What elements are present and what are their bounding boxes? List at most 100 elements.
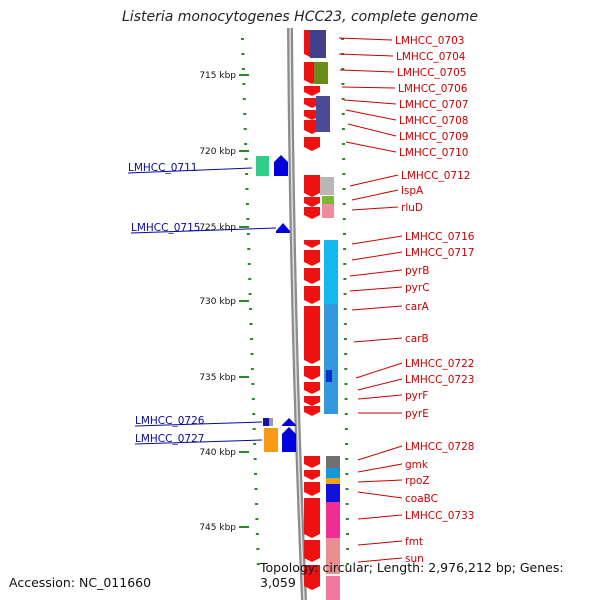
scale-dot xyxy=(245,203,249,205)
scale-dot xyxy=(254,473,258,475)
scale-dot xyxy=(341,83,345,85)
scale-dot xyxy=(341,113,345,115)
scale-dot xyxy=(344,398,348,400)
gene-annotation-block xyxy=(326,468,340,478)
scale-dot xyxy=(250,368,254,370)
scale-dot xyxy=(253,458,257,460)
scale-dot xyxy=(241,38,244,40)
scale-dot xyxy=(256,563,260,565)
scale-dot xyxy=(341,128,345,130)
forward-gene-arrow xyxy=(304,286,320,304)
gene-annotation-block xyxy=(314,62,328,84)
scale-dot xyxy=(251,383,255,385)
forward-gene-arrow xyxy=(304,406,320,416)
scale-dot xyxy=(342,233,346,235)
gene-label-right: LMHCC_0723 xyxy=(405,374,474,386)
gene-label-right: gmk xyxy=(405,459,429,471)
gene-annotation-block xyxy=(326,456,340,468)
scale-tick-label: 740 kbp xyxy=(199,448,236,458)
scale-dot xyxy=(345,488,349,490)
gene-label-right: LMHCC_0728 xyxy=(405,441,474,453)
reverse-gene-block xyxy=(264,428,278,452)
gene-label-right: LMHCC_0722 xyxy=(405,358,474,370)
scale-dot xyxy=(244,158,248,160)
leader-line xyxy=(357,557,403,563)
leader-line xyxy=(357,394,403,400)
leader-line xyxy=(345,109,397,121)
leader-line xyxy=(345,141,397,153)
gene-label-right: LMHCC_0706 xyxy=(398,83,468,95)
scale-dot xyxy=(243,113,247,115)
leader-line xyxy=(351,189,399,201)
leader-line xyxy=(338,37,393,41)
leader-line xyxy=(338,53,394,57)
forward-gene-arrow xyxy=(304,268,320,284)
reverse-gene-arrow xyxy=(282,418,296,426)
gene-label-right: sun xyxy=(405,553,424,565)
scale-dot xyxy=(242,83,246,85)
scale-dot xyxy=(241,68,245,70)
scale-dot xyxy=(345,443,349,445)
gene-annotation-block xyxy=(316,96,330,132)
scale-dot xyxy=(248,293,252,295)
scale-dot xyxy=(246,233,250,235)
scale-dot xyxy=(244,143,248,145)
leader-line-left xyxy=(134,421,263,427)
leader-line xyxy=(355,362,403,379)
gene-annotation-block xyxy=(322,204,334,218)
gene-label-right: rpoZ xyxy=(405,475,430,487)
scale-dot xyxy=(343,323,347,325)
gene-annotation-block xyxy=(326,484,340,502)
gene-annotation-block xyxy=(320,177,334,195)
leader-line xyxy=(349,286,403,292)
gene-label-right: LMHCC_0707 xyxy=(399,99,468,111)
gene-annotation-block xyxy=(326,538,340,574)
topology-text: Topology: circular; Length: 2,976,212 bp… xyxy=(260,560,564,590)
scale-dot xyxy=(342,218,346,220)
gene-label-right: LMHCC_0708 xyxy=(399,115,468,127)
gene-label-right: lspA xyxy=(401,185,424,197)
leader-line xyxy=(341,86,396,89)
scale-dot xyxy=(342,203,346,205)
gene-label-right: LMHCC_0709 xyxy=(399,131,468,143)
leader-line xyxy=(357,378,403,391)
genome-backbone-highlight xyxy=(289,27,305,600)
forward-gene-arrow xyxy=(304,456,320,468)
leader-line xyxy=(357,540,403,546)
leader-line xyxy=(357,445,403,461)
scale-dot xyxy=(254,488,258,490)
leader-line xyxy=(351,251,403,261)
scale-dot xyxy=(255,533,259,535)
forward-gene-arrow xyxy=(304,565,320,590)
scale-tick-label: 735 kbp xyxy=(199,373,236,383)
scale-dot xyxy=(247,248,251,250)
forward-gene-arrow xyxy=(304,86,320,96)
scale-dot xyxy=(245,173,249,175)
gene-annotation-block xyxy=(326,478,340,484)
gene-label-right: fmt xyxy=(405,536,423,548)
scale-dot xyxy=(344,353,348,355)
scale-dot xyxy=(344,338,347,340)
scale-dot xyxy=(344,428,348,430)
scale-dot xyxy=(341,98,345,100)
scale-tick-label: 745 kbp xyxy=(199,523,236,533)
scale-dot xyxy=(245,188,249,190)
scale-tick-label: 730 kbp xyxy=(199,297,236,307)
gene-annotation-block xyxy=(322,196,334,204)
gene-label-right: LMHCC_0716 xyxy=(405,231,475,243)
reverse-gene-block xyxy=(263,418,269,426)
genome-backbone xyxy=(287,27,307,600)
gene-label-right: LMHCC_0710 xyxy=(399,147,468,159)
forward-gene-arrow xyxy=(304,207,320,219)
gene-label-right: pyrC xyxy=(405,282,430,294)
leader-line-left xyxy=(134,439,263,445)
gene-label-right: LMHCC_0733 xyxy=(405,510,474,522)
leader-line-left xyxy=(127,167,253,174)
reverse-gene-block xyxy=(269,418,273,426)
scale-dot xyxy=(250,338,253,340)
scale-dot xyxy=(246,218,250,220)
forward-gene-arrow xyxy=(304,470,320,480)
scale-dot xyxy=(241,53,245,55)
scale-dot xyxy=(346,563,350,565)
scale-tick-label: 715 kbp xyxy=(199,71,236,81)
